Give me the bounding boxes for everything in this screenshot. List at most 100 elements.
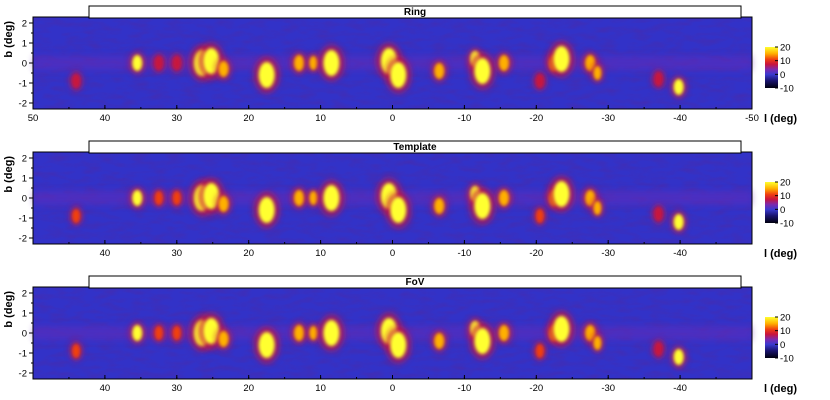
x-tick-label: 10 bbox=[315, 383, 326, 394]
x-tick-label: 10 bbox=[315, 248, 326, 259]
y-tick-label: -2 bbox=[19, 99, 27, 110]
x-tick-label: -40 bbox=[673, 113, 687, 124]
hotspot-core bbox=[326, 188, 337, 208]
x-tick-label: -20 bbox=[529, 113, 543, 124]
hotspot bbox=[309, 326, 318, 340]
x-tick-label: 30 bbox=[172, 113, 183, 124]
x-tick-label: -30 bbox=[601, 383, 615, 394]
hotspot bbox=[654, 72, 663, 86]
hotspot-core bbox=[477, 61, 488, 81]
hotspot bbox=[498, 55, 509, 71]
y-axis-label: b (deg) bbox=[3, 156, 15, 193]
hotspot-core bbox=[206, 186, 217, 206]
hotspot bbox=[154, 56, 163, 70]
panel-title: Template bbox=[393, 142, 437, 153]
hotspot bbox=[593, 66, 602, 80]
hotspot bbox=[593, 201, 602, 215]
hotspot bbox=[294, 190, 305, 206]
y-tick-label: 1 bbox=[22, 39, 27, 50]
y-tick-label: 0 bbox=[22, 59, 27, 70]
hotspot bbox=[72, 74, 81, 88]
hotspot bbox=[593, 336, 602, 350]
x-tick-label: 0 bbox=[390, 113, 395, 124]
hotspot bbox=[154, 191, 163, 205]
hotspot bbox=[309, 56, 318, 70]
panel-title-box bbox=[88, 140, 742, 154]
x-tick-label: -40 bbox=[673, 248, 687, 259]
hotspot bbox=[434, 198, 445, 214]
x-tick-label: -10 bbox=[458, 113, 472, 124]
x-tick-label: 40 bbox=[100, 113, 111, 124]
hotspot bbox=[172, 191, 181, 205]
hotspot-core bbox=[326, 53, 337, 73]
hotspot bbox=[654, 342, 663, 356]
hotspot bbox=[434, 63, 445, 79]
hotspot bbox=[294, 325, 305, 341]
x-tick-label: -20 bbox=[529, 383, 543, 394]
colorbar-tick-label: 20 bbox=[780, 178, 791, 189]
colorbar-tick-label: 0 bbox=[780, 205, 785, 216]
x-tick-label: -10 bbox=[458, 383, 472, 394]
hotspot bbox=[154, 326, 163, 340]
x-tick-label: 0 bbox=[390, 383, 395, 394]
y-tick-label: 2 bbox=[22, 154, 27, 165]
y-tick-label: 2 bbox=[22, 19, 27, 30]
colorbar bbox=[765, 317, 778, 358]
hotspot bbox=[654, 207, 663, 221]
x-axis-label: l (deg) bbox=[764, 248, 797, 260]
colorbar-tick-label: 10 bbox=[780, 191, 791, 202]
colorbar-tick-label: 10 bbox=[780, 56, 791, 67]
y-axis-label: b (deg) bbox=[3, 21, 15, 58]
hotspot-core bbox=[206, 321, 217, 341]
y-axis-label: b (deg) bbox=[3, 291, 15, 328]
hotspot-core bbox=[393, 65, 404, 85]
y-tick-label: 2 bbox=[22, 289, 27, 300]
hotspot bbox=[498, 325, 509, 341]
hotspot bbox=[172, 326, 181, 340]
hotspot-core bbox=[326, 323, 337, 343]
colorbar-tick-label: -10 bbox=[780, 354, 794, 365]
hotspot bbox=[535, 74, 544, 88]
hotspot bbox=[309, 191, 318, 205]
hotspot bbox=[535, 209, 544, 223]
colorbar-tick-label: -10 bbox=[780, 219, 794, 230]
y-tick-label: -2 bbox=[19, 234, 27, 245]
panel-title: FoV bbox=[406, 277, 425, 288]
hotspot-core bbox=[261, 65, 272, 85]
x-tick-label: -20 bbox=[529, 248, 543, 259]
x-tick-label: 30 bbox=[172, 248, 183, 259]
hotspot-core bbox=[556, 184, 567, 204]
y-tick-label: -1 bbox=[19, 214, 27, 225]
colorbar-tick-label: -10 bbox=[780, 84, 794, 95]
hotspot-core bbox=[393, 200, 404, 220]
colorbar-tick-label: 0 bbox=[780, 70, 785, 81]
y-tick-label: 0 bbox=[22, 329, 27, 340]
hotspot bbox=[218, 61, 229, 77]
colorbar-tick-label: 20 bbox=[780, 43, 791, 54]
x-tick-label: -40 bbox=[673, 383, 687, 394]
hotspot bbox=[132, 55, 143, 71]
x-tick-label: 40 bbox=[100, 383, 111, 394]
hotspot-core bbox=[393, 335, 404, 355]
colorbar-tick-label: 10 bbox=[780, 326, 791, 337]
hotspot-core bbox=[556, 319, 567, 339]
hotspot bbox=[294, 55, 305, 71]
hotspot bbox=[673, 214, 684, 230]
hotspot bbox=[673, 79, 684, 95]
panel-title-box bbox=[88, 275, 742, 289]
colorbar bbox=[765, 182, 778, 223]
x-tick-label: -30 bbox=[601, 113, 615, 124]
hotspot bbox=[72, 344, 81, 358]
hotspot bbox=[72, 209, 81, 223]
x-tick-label: 0 bbox=[390, 248, 395, 259]
panel-title-box bbox=[88, 5, 742, 19]
hotspot-core bbox=[556, 49, 567, 69]
y-tick-label: -1 bbox=[19, 79, 27, 90]
colorbar bbox=[765, 47, 778, 88]
x-tick-label: 40 bbox=[100, 248, 111, 259]
x-tick-label: 20 bbox=[243, 383, 254, 394]
